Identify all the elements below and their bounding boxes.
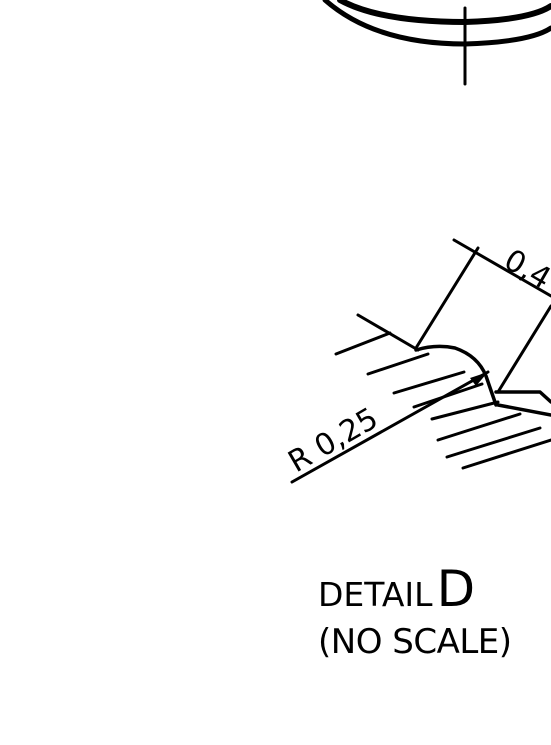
radius-arrowhead [470, 372, 488, 386]
radius-leader [290, 370, 490, 484]
detail-word: DETAIL [318, 575, 433, 614]
length-dimension [414, 238, 551, 394]
upper-material-hatching [334, 313, 484, 409]
scale-note: (NO SCALE) [318, 622, 512, 662]
dimension-line [452, 238, 551, 298]
circular-view-fragment [322, 0, 551, 86]
part-profile [414, 344, 551, 417]
lower-material-hatching [430, 400, 551, 470]
detail-letter: D [436, 560, 476, 618]
detail-caption: DETAILD [318, 560, 475, 618]
length-dimension-label: 0,4 [498, 243, 551, 297]
extension-line-right [496, 304, 551, 394]
extension-line-left [414, 246, 480, 350]
